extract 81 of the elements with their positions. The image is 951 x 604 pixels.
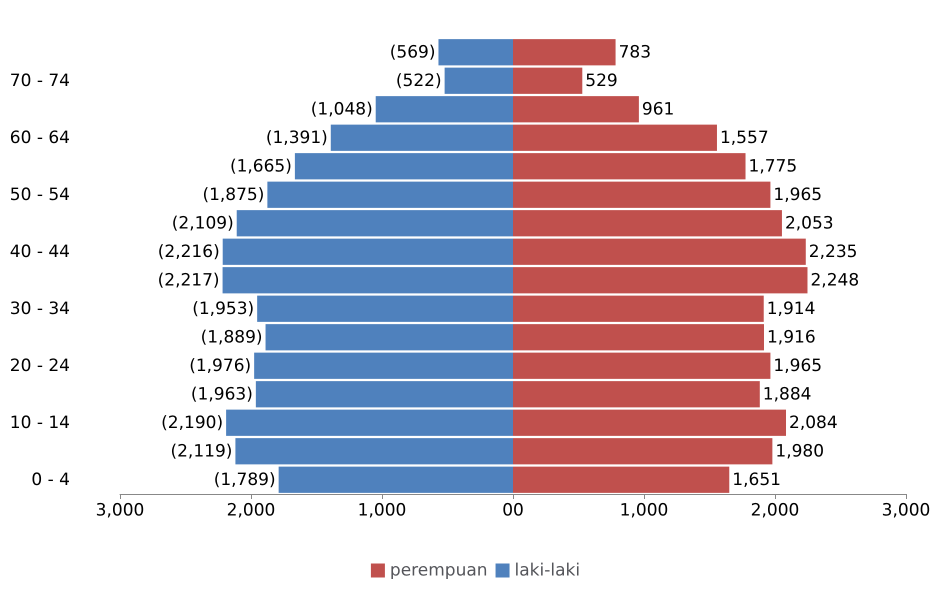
legend-label: perempuan	[390, 560, 488, 580]
data-label: (1,665)	[230, 156, 292, 176]
data-label: (1,889)	[200, 327, 263, 348]
data-label: 1,965	[773, 184, 822, 205]
y-tick-label: 60 - 64	[10, 128, 70, 148]
x-tick-label: 2,000	[226, 500, 276, 520]
data-label: (1,789)	[214, 470, 276, 490]
y-tick-label: 30 - 34	[10, 298, 70, 319]
bar	[513, 410, 786, 436]
bar	[256, 381, 513, 408]
bar	[513, 438, 772, 464]
y-tick-label: 10 - 14	[10, 412, 70, 433]
bar	[226, 410, 513, 436]
data-label: 2,248	[810, 270, 860, 290]
bar	[513, 68, 582, 94]
data-label: 1,775	[748, 156, 798, 176]
data-label: (1,976)	[189, 356, 252, 376]
bar	[513, 153, 746, 180]
bar	[513, 267, 808, 294]
x-tick-label: 3,000	[96, 500, 144, 520]
x-tick-label: 00	[502, 500, 524, 520]
bar	[513, 466, 730, 493]
bar	[513, 210, 782, 236]
data-label: 1,965	[773, 356, 822, 376]
bar	[513, 296, 764, 322]
bar	[222, 238, 513, 265]
y-tick-label: 50 - 54	[10, 184, 70, 205]
y-tick-label: 20 - 24	[10, 356, 70, 376]
bar	[376, 96, 513, 122]
data-label: (2,217)	[158, 270, 220, 290]
data-label: (1,391)	[266, 128, 328, 148]
data-label: 1,916	[766, 327, 816, 348]
data-label: 1,914	[766, 298, 816, 319]
x-tick-label: 1,000	[620, 500, 668, 520]
x-tick-label: 2,000	[750, 500, 800, 520]
bar	[513, 124, 717, 151]
bar	[513, 182, 770, 208]
bar	[257, 296, 513, 322]
data-label: 783	[618, 42, 652, 62]
bar	[444, 68, 513, 94]
bar	[513, 238, 806, 265]
bar	[513, 381, 760, 408]
data-label: (2,109)	[172, 213, 234, 234]
bar	[513, 352, 770, 379]
y-tick-label: 40 - 44	[10, 242, 70, 262]
y-tick-label: 70 - 74	[10, 70, 70, 91]
bar	[222, 267, 513, 294]
data-label: (522)	[396, 70, 442, 91]
bar	[278, 466, 513, 493]
bar	[236, 210, 513, 236]
data-label: 961	[642, 99, 674, 120]
bar	[254, 352, 513, 379]
bar	[235, 438, 513, 464]
data-label: (2,190)	[161, 412, 224, 433]
data-label: (1,875)	[202, 184, 264, 205]
data-label: 1,557	[720, 128, 769, 148]
data-label: (1,963)	[190, 384, 253, 404]
data-label: (1,953)	[192, 298, 254, 319]
bar	[513, 324, 764, 350]
data-label: (569)	[390, 42, 436, 62]
y-tick-label: 0 - 4	[31, 470, 70, 490]
data-label: 1,980	[775, 441, 824, 462]
data-label: 2,084	[789, 412, 838, 433]
data-label: 529	[585, 70, 618, 91]
bar	[330, 124, 513, 151]
bar	[513, 96, 639, 122]
legend-label: laki-laki	[514, 560, 580, 580]
data-label: (2,216)	[158, 242, 220, 262]
x-tick-label: 1,000	[358, 500, 406, 520]
data-label: (2,119)	[170, 441, 232, 462]
data-label: 2,053	[784, 213, 834, 234]
bar	[267, 182, 513, 208]
data-label: (1,048)	[310, 99, 373, 120]
bar	[438, 39, 513, 66]
bar	[266, 324, 513, 350]
data-label: 1,884	[762, 384, 812, 404]
bar	[294, 153, 513, 180]
data-label: 2,235	[808, 242, 858, 262]
bar	[513, 39, 616, 66]
x-tick-label: 3,000	[882, 500, 930, 520]
data-label: 1,651	[732, 470, 781, 490]
